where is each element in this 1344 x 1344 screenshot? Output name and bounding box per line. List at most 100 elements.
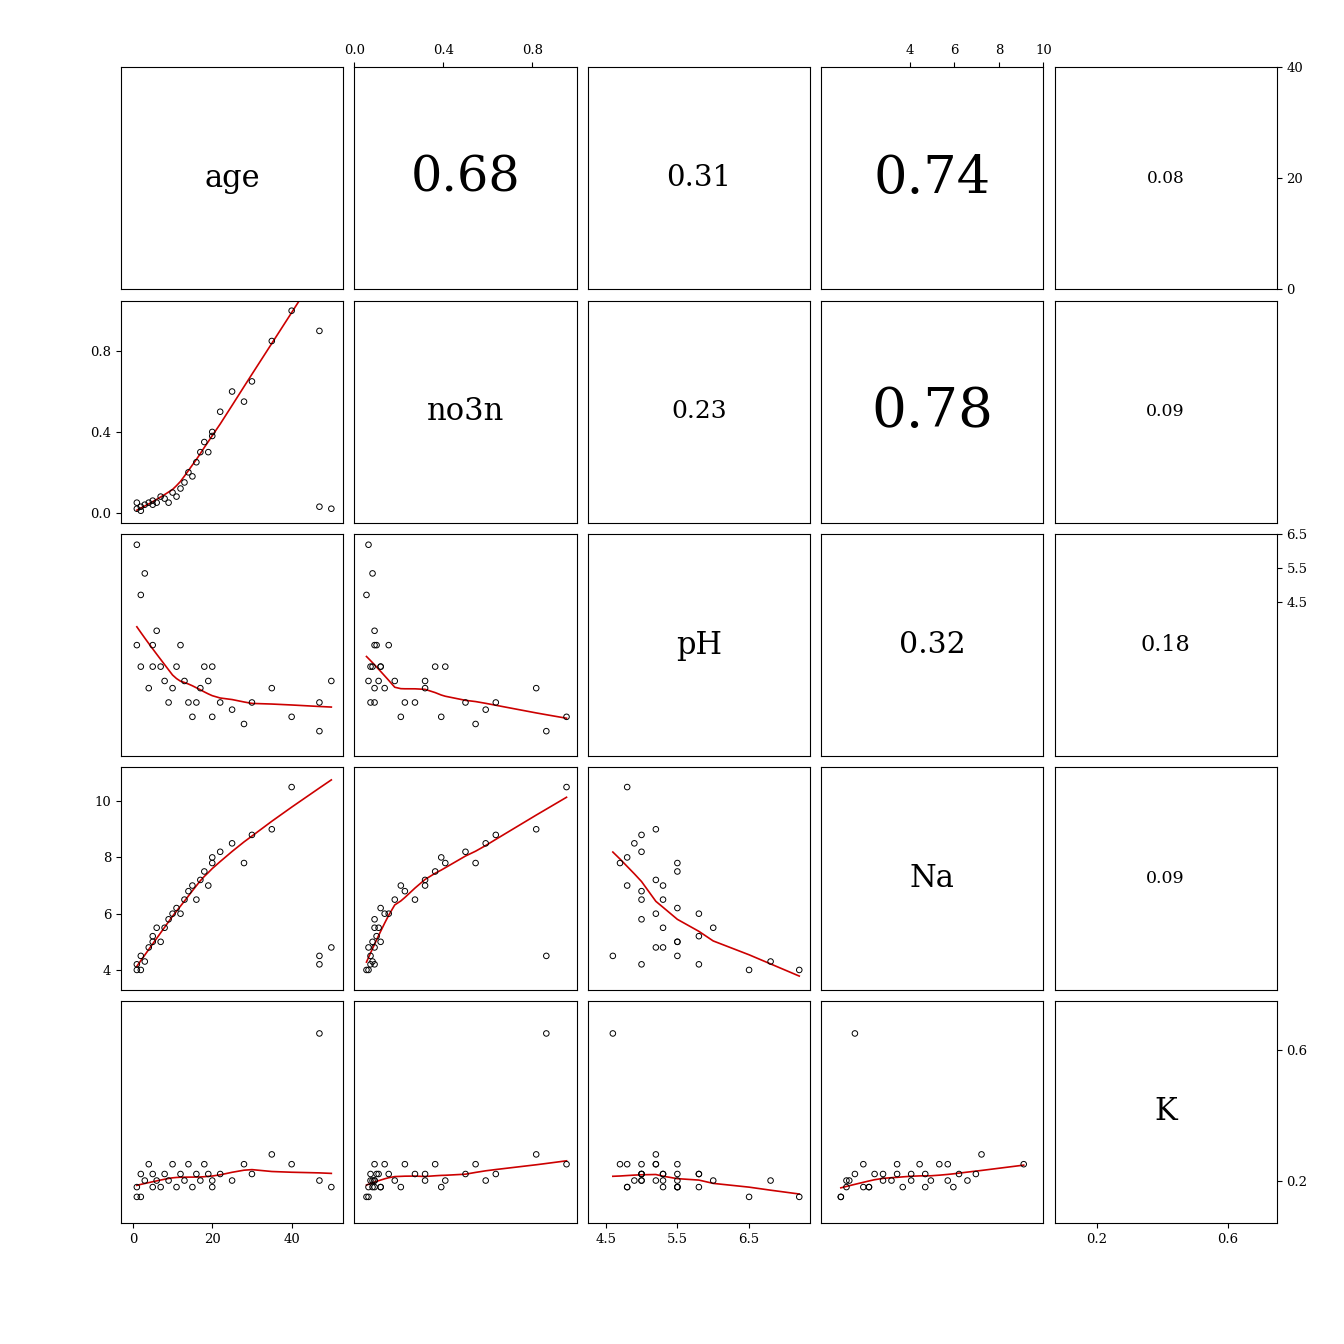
Point xyxy=(161,677,183,699)
Point xyxy=(157,492,179,513)
Point xyxy=(198,1164,219,1185)
Point xyxy=(630,888,652,910)
Point xyxy=(378,1164,399,1185)
Point xyxy=(942,1176,964,1198)
Text: 0.68: 0.68 xyxy=(411,155,520,202)
Point xyxy=(617,847,638,868)
Point xyxy=(173,472,195,493)
Text: no3n: no3n xyxy=(427,396,504,427)
Point xyxy=(394,692,415,714)
Point xyxy=(364,1153,386,1175)
Point xyxy=(703,917,724,938)
Point xyxy=(234,391,255,413)
Point xyxy=(190,1169,211,1191)
Point xyxy=(366,926,387,948)
Point xyxy=(146,1169,168,1191)
Point xyxy=(370,898,391,919)
Point xyxy=(556,706,578,727)
Text: 0.74: 0.74 xyxy=(874,153,991,204)
Point xyxy=(241,1164,262,1185)
Point xyxy=(535,945,556,966)
Point xyxy=(142,931,164,953)
Point xyxy=(844,1164,866,1185)
Point xyxy=(652,937,673,958)
Point xyxy=(914,1164,935,1185)
Point xyxy=(126,1187,148,1208)
Point xyxy=(630,1164,652,1185)
Point xyxy=(688,1164,710,1185)
Point xyxy=(173,1169,195,1191)
Point xyxy=(688,954,710,976)
Point xyxy=(852,1153,874,1175)
Point xyxy=(434,1169,456,1191)
Point xyxy=(202,421,223,442)
Point xyxy=(390,1176,411,1198)
Point xyxy=(321,671,343,692)
Point xyxy=(194,1153,215,1175)
Point xyxy=(181,875,203,896)
Point xyxy=(667,931,688,953)
Point xyxy=(360,1169,382,1191)
Point xyxy=(617,777,638,798)
Point xyxy=(185,1164,207,1185)
Text: 0.09: 0.09 xyxy=(1146,403,1185,421)
Point xyxy=(360,692,382,714)
Point xyxy=(370,1176,391,1198)
Point xyxy=(165,656,187,677)
Point xyxy=(667,852,688,874)
Point xyxy=(185,888,207,910)
Point xyxy=(126,960,148,981)
Point xyxy=(645,818,667,840)
Point xyxy=(190,441,211,462)
Point xyxy=(390,706,411,727)
Point xyxy=(667,898,688,919)
Point xyxy=(281,300,302,321)
Point xyxy=(485,692,507,714)
Point xyxy=(602,945,624,966)
Point xyxy=(358,534,379,555)
Point xyxy=(364,634,386,656)
Point xyxy=(465,714,487,735)
Point xyxy=(321,937,343,958)
Point xyxy=(864,1164,886,1185)
Point xyxy=(360,954,382,976)
Point xyxy=(374,677,395,699)
Point xyxy=(138,1153,160,1175)
Point xyxy=(617,1176,638,1198)
Point xyxy=(210,841,231,863)
Point xyxy=(384,1169,406,1191)
Text: Na: Na xyxy=(910,863,954,894)
Point xyxy=(142,634,164,656)
Point xyxy=(914,1176,935,1198)
Point xyxy=(921,1169,942,1191)
Point xyxy=(474,1169,496,1191)
Point xyxy=(949,1164,970,1185)
Text: 0.32: 0.32 xyxy=(899,632,965,659)
Point xyxy=(617,1153,638,1175)
Point xyxy=(165,898,187,919)
Text: 0.18: 0.18 xyxy=(1141,634,1191,656)
Point xyxy=(434,656,456,677)
Point xyxy=(474,832,496,853)
Point xyxy=(153,917,175,938)
Point xyxy=(177,880,199,902)
Point xyxy=(146,620,168,641)
Point xyxy=(667,860,688,882)
Point xyxy=(602,1023,624,1044)
Point xyxy=(126,634,148,656)
Point xyxy=(202,852,223,874)
Point xyxy=(356,1187,378,1208)
Point xyxy=(645,870,667,891)
Point xyxy=(185,452,207,473)
Point xyxy=(368,671,390,692)
Point xyxy=(652,917,673,938)
Point xyxy=(210,1164,231,1185)
Point xyxy=(146,917,168,938)
Point xyxy=(364,1176,386,1198)
Point xyxy=(134,1169,156,1191)
Point xyxy=(688,903,710,925)
Point xyxy=(667,1176,688,1198)
Point xyxy=(194,656,215,677)
Point xyxy=(430,847,452,868)
Point xyxy=(630,954,652,976)
